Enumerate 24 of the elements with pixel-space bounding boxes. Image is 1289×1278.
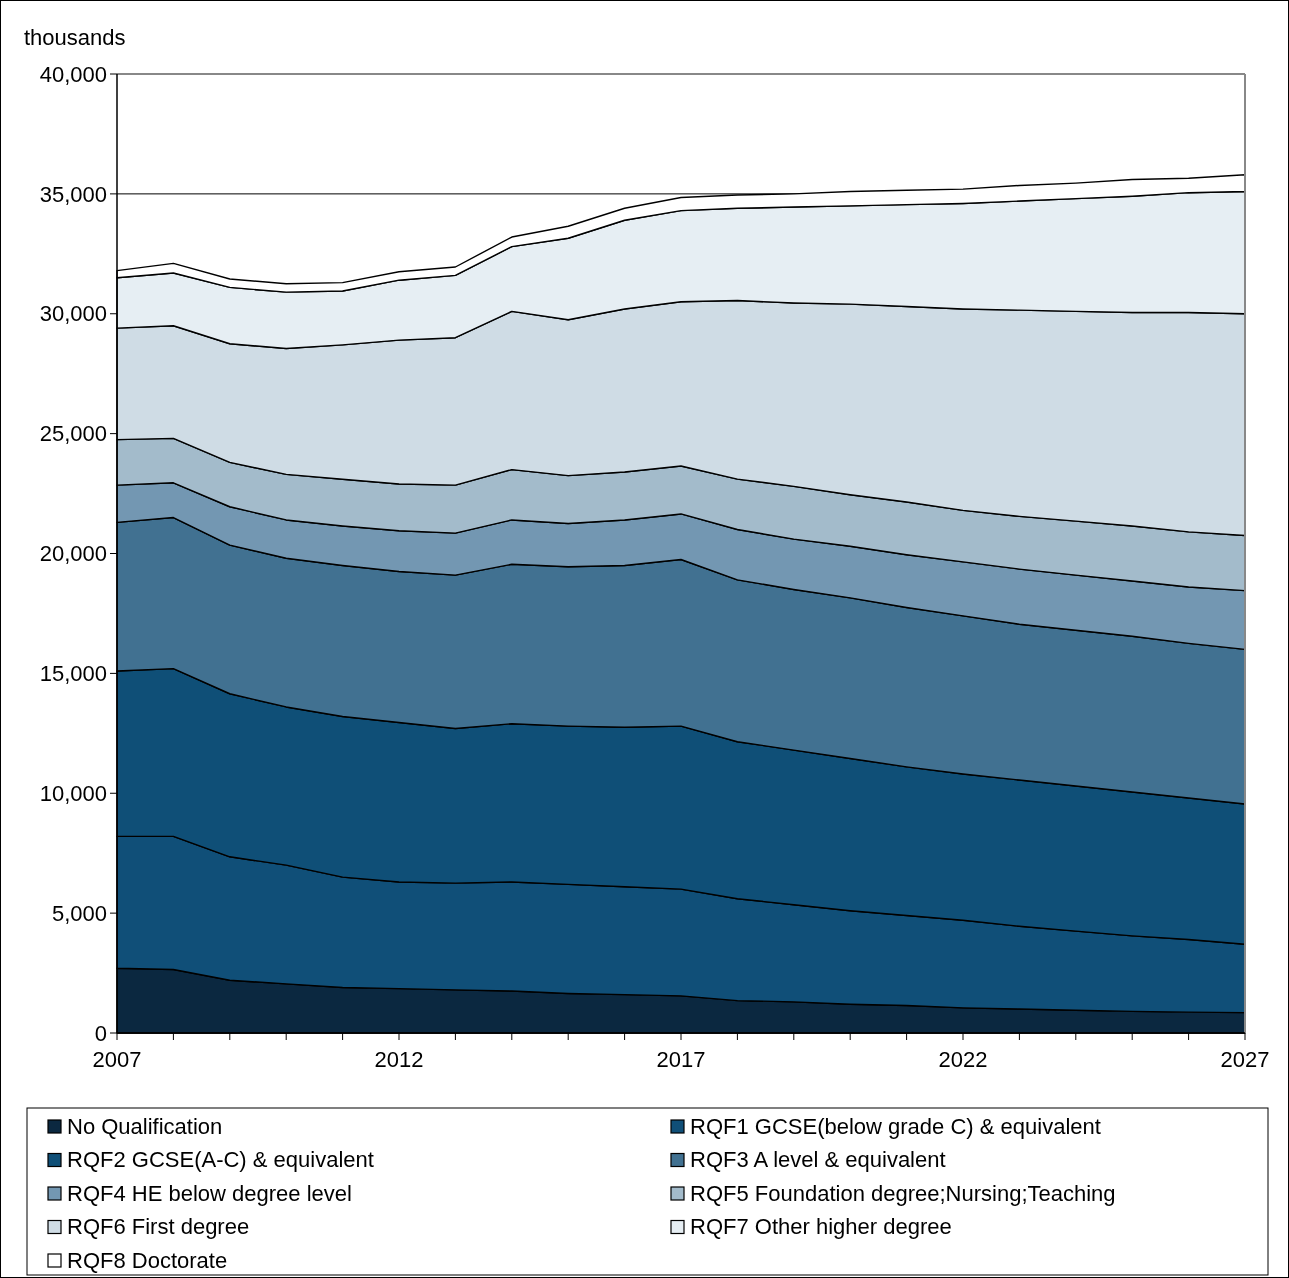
- x-tick-label: 2027: [1220, 1047, 1270, 1072]
- legend-label: RQF1 GCSE(below grade C) & equivalent: [690, 1113, 1101, 1139]
- y-tick-label: 25,000: [39, 421, 107, 447]
- y-tick-label: 15,000: [39, 661, 107, 687]
- y-tick-label: 10,000: [39, 780, 107, 806]
- y-tick-label: 35,000: [39, 181, 107, 207]
- x-tick-label: 2012: [374, 1047, 424, 1072]
- legend-label: RQF5 Foundation degree;Nursing;Teaching: [690, 1180, 1116, 1206]
- x-tick-label: 2022: [938, 1047, 988, 1072]
- x-tick-label: 2007: [92, 1047, 142, 1072]
- y-tick-label: 5,000: [51, 900, 107, 926]
- y-tick-label: 20,000: [39, 541, 107, 567]
- legend-label: RQF6 First degree: [67, 1214, 250, 1240]
- x-tick-label: 2017: [656, 1047, 706, 1072]
- y-tick-label: 40,000: [39, 61, 107, 87]
- legend-label: RQF2 GCSE(A-C) & equivalent: [67, 1147, 374, 1173]
- legend-label: RQF7 Other higher degree: [690, 1214, 952, 1240]
- y-tick-label: 30,000: [39, 301, 107, 327]
- legend-label: RQF3 A level & equivalent: [690, 1147, 946, 1173]
- legend-label: No Qualification: [67, 1113, 223, 1139]
- y-tick-label: 0: [94, 1020, 107, 1046]
- y-axis-title: thousands: [24, 25, 126, 50]
- legend-label: RQF4 HE below degree level: [67, 1180, 352, 1206]
- legend-label: RQF8 Doctorate: [67, 1247, 228, 1273]
